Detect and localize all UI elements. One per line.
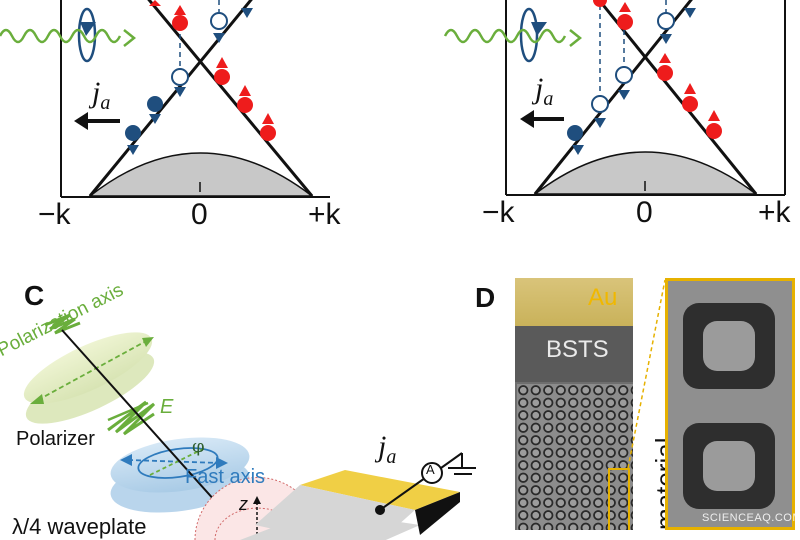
xtick-minus-k-a: −k bbox=[38, 198, 71, 231]
zoom-region-box bbox=[608, 468, 630, 530]
bsts-label: BSTS bbox=[546, 336, 609, 363]
au-label: Au bbox=[588, 284, 618, 311]
bsts-layer bbox=[515, 326, 633, 382]
xtick-zero-b: 0 bbox=[636, 196, 653, 229]
z-axis-label: z bbox=[239, 494, 248, 514]
au-layer bbox=[515, 278, 633, 326]
metasurface-array bbox=[517, 384, 633, 530]
xtick-zero-a: 0 bbox=[191, 198, 208, 231]
xtick-plus-k-b: +k bbox=[758, 196, 791, 229]
unit-cell bbox=[683, 303, 775, 389]
phi-label: φ bbox=[192, 436, 205, 457]
waveplate-label: λ/4 waveplate bbox=[12, 514, 147, 539]
current-label-c: ja bbox=[378, 430, 397, 468]
polarizer-label: Polarizer bbox=[16, 428, 95, 450]
sem-image-overview bbox=[515, 278, 633, 530]
panel-b-band-diagram bbox=[443, 0, 786, 196]
zoom-connector-lines bbox=[627, 279, 666, 469]
ammeter-icon: A bbox=[426, 462, 435, 477]
current-label-b: ja bbox=[535, 72, 554, 110]
fast-axis-label: Fast axis bbox=[185, 466, 266, 488]
panel-letter-c: C bbox=[24, 280, 45, 311]
sem-image-zoomed bbox=[665, 278, 795, 530]
xtick-minus-k-b: −k bbox=[482, 196, 515, 229]
current-label-a: ja bbox=[92, 76, 111, 114]
xtick-plus-k-a: +k bbox=[308, 198, 341, 231]
panel-a-band-diagram bbox=[0, 0, 330, 198]
e-field-label: E bbox=[160, 396, 174, 418]
panel-letter-d: D bbox=[475, 282, 496, 313]
watermark: SCIENCEAQ.COM bbox=[702, 512, 800, 524]
unit-cell bbox=[683, 423, 775, 509]
